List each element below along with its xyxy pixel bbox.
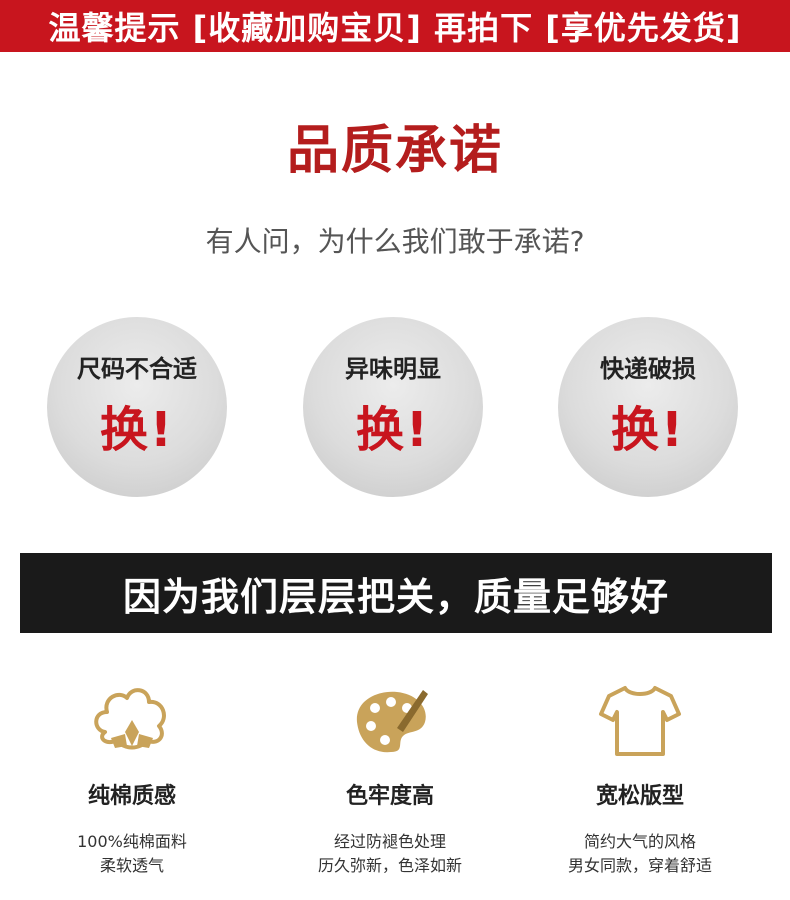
feature-desc-line: 柔软透气 — [99, 856, 164, 875]
cotton-icon — [94, 688, 166, 750]
quality-banner-text: 因为我们层层把关，质量足够好 — [122, 574, 669, 619]
section-question: 有人问，为什么我们敢于承诺? — [205, 225, 585, 258]
feature-title: 色牢度高 — [345, 784, 434, 809]
feature-cotton: 纯棉质感 100%纯棉面料 柔软透气 — [22, 680, 242, 878]
feature-desc-line: 历久弥新，色泽如新 — [317, 856, 462, 875]
tshirt-icon — [599, 686, 681, 756]
feature-description: 简约大气的风格 男女同款，穿着舒适 — [530, 830, 750, 878]
feature-description: 经过防褪色处理 历久弥新，色泽如新 — [280, 830, 500, 878]
promise-action: 换! — [356, 401, 430, 458]
promise-circle-damage: 快递破损 换! — [558, 317, 738, 497]
promise-circle-odor: 异味明显 换! — [303, 317, 483, 497]
feature-title: 纯棉质感 — [87, 784, 176, 809]
feature-colorfast: 色牢度高 经过防褪色处理 历久弥新，色泽如新 — [280, 680, 500, 878]
feature-title: 宽松版型 — [595, 784, 684, 809]
promise-action: 换! — [100, 401, 174, 458]
promise-label: 尺码不合适 — [77, 354, 197, 383]
promise-label: 快递破损 — [600, 354, 696, 383]
promise-action: 换! — [611, 401, 685, 458]
feature-description: 100%纯棉面料 柔软透气 — [22, 830, 242, 878]
palette-icon — [356, 690, 428, 753]
quality-banner: 因为我们层层把关，质量足够好 — [20, 553, 772, 633]
top-banner-text: 温馨提示 [收藏加购宝贝] 再拍下 [享优先发货] — [48, 9, 742, 47]
promise-label: 异味明显 — [345, 354, 441, 383]
section-title: 品质承诺 — [286, 121, 503, 181]
top-banner: 温馨提示 [收藏加购宝贝] 再拍下 [享优先发货] — [0, 0, 790, 52]
promise-circle-size: 尺码不合适 换! — [47, 317, 227, 497]
feature-desc-line: 男女同款，穿着舒适 — [567, 856, 712, 875]
feature-desc-line: 经过防褪色处理 — [333, 832, 446, 851]
feature-loose-fit: 宽松版型 简约大气的风格 男女同款，穿着舒适 — [530, 680, 750, 878]
feature-desc-line: 简约大气的风格 — [583, 832, 696, 851]
feature-desc-line: 100%纯棉面料 — [77, 832, 187, 851]
